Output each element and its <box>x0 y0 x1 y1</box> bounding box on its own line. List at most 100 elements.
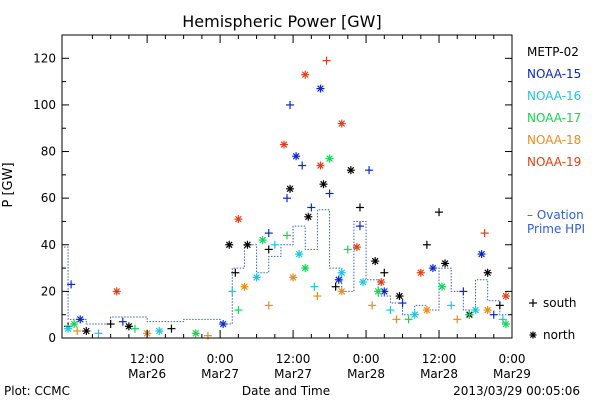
point-noaa-17 <box>70 320 79 329</box>
legend-entry: METP-02 <box>527 45 579 59</box>
point-metp-02 <box>167 324 176 333</box>
x-tick-time: 0:00 <box>353 352 380 366</box>
point-noaa-15 <box>334 275 343 284</box>
point-noaa-17 <box>343 245 352 254</box>
point-metp-02 <box>380 268 389 277</box>
y-tick-label: 20 <box>41 284 56 298</box>
point-noaa-18 <box>368 301 377 310</box>
point-noaa-15 <box>428 264 437 273</box>
plot-timestamp: 2013/03/29 00:05:06 <box>453 384 580 398</box>
point-noaa-15 <box>365 166 374 175</box>
point-noaa-16 <box>471 306 480 315</box>
marker-legend-label: south <box>543 296 577 310</box>
x-tick-time: 12:00 <box>422 352 457 366</box>
y-tick-label: 0 <box>48 331 56 345</box>
ovation-legend-line1: – Ovation <box>527 208 584 222</box>
point-noaa-17 <box>374 287 383 296</box>
point-noaa-15 <box>283 194 291 203</box>
point-noaa-15 <box>219 320 228 329</box>
x-tick-time: 0:00 <box>207 352 234 366</box>
y-tick-label: 120 <box>33 51 56 65</box>
point-metp-02 <box>355 203 364 212</box>
point-noaa-15 <box>264 229 273 238</box>
x-tick-time: 0:00 <box>499 352 526 366</box>
marker-legend-label: north <box>543 328 575 342</box>
point-noaa-16 <box>228 287 237 296</box>
point-noaa-17 <box>301 264 310 273</box>
point-noaa-19 <box>316 161 325 170</box>
point-metp-02 <box>435 208 444 217</box>
point-noaa-15 <box>459 287 468 296</box>
point-noaa-15 <box>118 317 127 326</box>
point-noaa-19 <box>377 278 386 287</box>
point-metp-02 <box>225 240 234 249</box>
marker-legend: south north <box>529 296 577 342</box>
x-tick-date: Mar28 <box>347 367 385 381</box>
point-noaa-16 <box>498 315 507 324</box>
point-metp-02 <box>395 292 404 301</box>
x-tick-date: Mar27 <box>201 367 239 381</box>
x-tick-time: 12:00 <box>276 352 311 366</box>
point-metp-02 <box>422 240 431 249</box>
point-noaa-17 <box>438 282 447 291</box>
point-noaa-18 <box>289 273 298 282</box>
point-noaa-19 <box>501 292 510 301</box>
y-axis-label: P [GW] <box>1 162 16 207</box>
point-noaa-16 <box>295 250 304 259</box>
point-noaa-15 <box>76 315 85 324</box>
point-metp-02 <box>106 320 115 329</box>
point-noaa-17 <box>130 324 139 333</box>
point-metp-02 <box>319 180 328 189</box>
x-tick-date: Mar26 <box>128 367 166 381</box>
point-metp-02 <box>231 268 240 277</box>
point-noaa-19 <box>416 268 425 277</box>
point-metp-02 <box>264 245 273 254</box>
point-metp-02 <box>286 184 295 193</box>
y-tick-label: 100 <box>33 98 56 112</box>
point-noaa-17 <box>283 231 291 240</box>
point-noaa-18 <box>313 292 322 301</box>
point-noaa-18 <box>264 301 273 310</box>
point-noaa-16 <box>447 301 456 310</box>
point-noaa-19 <box>234 215 243 224</box>
point-noaa-17 <box>325 154 334 163</box>
point-noaa-16 <box>337 268 346 277</box>
point-noaa-17 <box>258 236 267 245</box>
y-tick-label: 80 <box>41 145 56 159</box>
x-axis-label: Date and Time <box>242 384 330 398</box>
legend: METP-02 NOAA-15 NOAA-16 NOAA-17 NOAA-18 NOAA-… <box>527 45 581 169</box>
point-noaa-16 <box>359 278 368 287</box>
point-metp-02 <box>495 301 504 310</box>
point-noaa-18 <box>483 306 492 315</box>
point-noaa-18 <box>392 315 401 324</box>
chart-title: Hemispheric Power [GW] <box>182 12 381 31</box>
point-noaa-17 <box>501 320 510 329</box>
y-axis: 0 20 40 60 80 100 120 <box>33 51 512 345</box>
y-tick-label: 60 <box>41 191 56 205</box>
point-noaa-15 <box>307 203 316 212</box>
point-noaa-17 <box>234 306 243 315</box>
point-metp-02 <box>243 240 252 249</box>
point-noaa-19 <box>112 287 121 296</box>
point-noaa-17 <box>404 315 413 324</box>
point-noaa-15 <box>380 287 389 296</box>
y-tick-label: 40 <box>41 238 56 252</box>
legend-entry: NOAA-15 <box>527 67 581 81</box>
legend-entry: NOAA-17 <box>527 111 581 125</box>
point-metp-02 <box>441 259 450 268</box>
point-noaa-16 <box>252 273 261 282</box>
legend-entry: NOAA-18 <box>527 133 581 147</box>
point-noaa-15 <box>286 100 295 109</box>
north-marker-icon <box>529 331 537 339</box>
point-noaa-15 <box>489 310 498 319</box>
point-metp-02 <box>331 282 340 291</box>
point-noaa-19 <box>301 70 310 79</box>
point-noaa-15 <box>398 299 407 308</box>
legend-entry: NOAA-19 <box>527 155 581 169</box>
point-metp-02 <box>124 322 133 331</box>
point-metp-02 <box>483 268 492 277</box>
legend-entry: NOAA-16 <box>527 89 581 103</box>
point-metp-02 <box>304 212 313 221</box>
point-noaa-18 <box>337 287 346 296</box>
